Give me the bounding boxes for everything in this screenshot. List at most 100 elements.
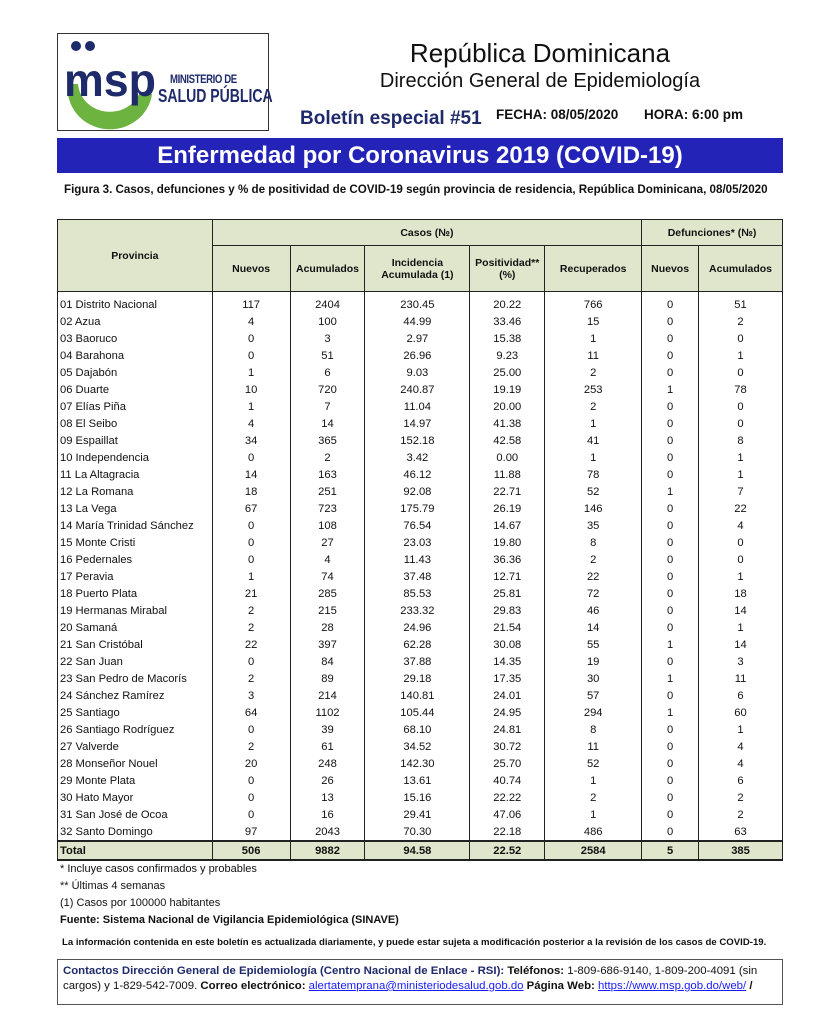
value-cell: 85.53	[364, 585, 471, 602]
value-cell: 0	[641, 415, 700, 432]
province-cell: 22 San Juan	[57, 653, 213, 670]
value-cell: 1	[641, 636, 700, 653]
value-cell: 67	[211, 500, 291, 517]
table-row: 30 Hato Mayor 0 13 15.16 22.22 2 0 2	[57, 789, 783, 806]
table-row: 31 San José de Ocoa 0 16 29.41 47.06 1 0 2	[57, 806, 783, 823]
column-header: Incidencia Acumulada (1)	[364, 245, 471, 292]
province-cell: 13 La Vega	[57, 500, 213, 517]
value-cell: 20	[211, 755, 291, 772]
value-cell: 240.87	[364, 381, 471, 398]
value-cell: 1	[698, 619, 783, 636]
value-cell: 0	[698, 330, 783, 347]
value-cell: 24.01	[469, 687, 546, 704]
cases-table: Provincia Casos (№) Defunciones* (№) Nue…	[57, 219, 783, 861]
value-cell: 766	[544, 291, 643, 313]
province-cell: 20 Samaná	[57, 619, 213, 636]
value-cell: 14.67	[469, 517, 546, 534]
value-cell: 15.16	[364, 789, 471, 806]
value-cell: 2	[698, 806, 783, 823]
value-cell: 1	[641, 381, 700, 398]
value-cell: 0	[698, 551, 783, 568]
value-cell: 4	[698, 738, 783, 755]
table-row: 20 Samaná 2 28 24.96 21.54 14 0 1	[57, 619, 783, 636]
value-cell: 30.08	[469, 636, 546, 653]
value-cell: 25.70	[469, 755, 546, 772]
value-cell: 47.06	[469, 806, 546, 823]
table-row: 04 Barahona 0 51 26.96 9.23 11 0 1	[57, 347, 783, 364]
value-cell: 8	[544, 534, 643, 551]
value-cell: 0	[211, 653, 291, 670]
logo-line2: SALUD PÚBLICA	[158, 86, 273, 106]
column-header: Acumulados	[289, 245, 366, 292]
value-cell: 34.52	[364, 738, 471, 755]
value-cell: 52	[544, 755, 643, 772]
value-cell: 2	[544, 551, 643, 568]
province-cell: 02 Azua	[57, 313, 213, 330]
table-row: 18 Puerto Plata 21 285 85.53 25.81 72 0 18	[57, 585, 783, 602]
value-cell: 1	[698, 721, 783, 738]
province-cell: 25 Santiago	[57, 704, 213, 721]
value-cell: 163	[289, 466, 366, 483]
province-cell: 29 Monte Plata	[57, 772, 213, 789]
email-link[interactable]: alertatemprana@ministeriodesalud.gob.do	[308, 980, 524, 992]
web-link[interactable]: https://www.msp.gob.do/web/	[598, 980, 747, 992]
web-label: Página Web:	[526, 980, 595, 992]
bulletin-time: HORA: 6:00 pm	[644, 107, 744, 122]
value-cell: 0	[641, 466, 700, 483]
disclaimer: La información contenida en este boletín…	[62, 937, 767, 948]
value-cell: 152.18	[364, 432, 471, 449]
value-cell: 2	[698, 313, 783, 330]
value-cell: 486	[544, 823, 643, 841]
value-cell: 1	[544, 772, 643, 789]
value-cell: 2	[211, 738, 291, 755]
table-row: 12 La Romana 18 251 92.08 22.71 52 1 7	[57, 483, 783, 500]
table-row: 16 Pedernales 0 4 11.43 36.36 2 0 0	[57, 551, 783, 568]
province-cell: 14 María Trinidad Sánchez	[57, 517, 213, 534]
column-header: Nuevos	[641, 245, 700, 292]
value-cell: 29.83	[469, 602, 546, 619]
value-cell: 55	[544, 636, 643, 653]
value-cell: 15	[544, 313, 643, 330]
table-row: 23 San Pedro de Macorís 2 89 29.18 17.35 30 1 1…	[57, 670, 783, 687]
value-cell: 46	[544, 602, 643, 619]
value-cell: 0	[698, 534, 783, 551]
value-cell: 4	[698, 755, 783, 772]
value-cell: 0	[211, 806, 291, 823]
value-cell: 230.45	[364, 291, 471, 313]
table-row: 25 Santiago 64 1102 105.44 24.95 294 1 60	[57, 704, 783, 721]
value-cell: 140.81	[364, 687, 471, 704]
msp-logo: msp MINISTERIO DE SALUD PÚBLICA	[57, 33, 273, 131]
province-cell: 17 Peravia	[57, 568, 213, 585]
value-cell: 723	[289, 500, 366, 517]
value-cell: 0	[641, 534, 700, 551]
note-weeks: ** Últimas 4 semanas	[60, 880, 166, 892]
value-cell: 29.41	[364, 806, 471, 823]
value-cell: 22.18	[469, 823, 546, 841]
value-cell: 1	[544, 449, 643, 466]
table-row: 21 San Cristóbal 22 397 62.28 30.08 55 1 14	[57, 636, 783, 653]
province-cell: 32 Santo Domingo	[57, 823, 213, 841]
value-cell: 5	[641, 840, 700, 861]
value-cell: 4	[289, 551, 366, 568]
value-cell: 0	[641, 330, 700, 347]
value-cell: 29.18	[364, 670, 471, 687]
value-cell: 0	[641, 755, 700, 772]
value-cell: 1	[544, 415, 643, 432]
value-cell: 11.43	[364, 551, 471, 568]
contact-title: Contactos Dirección General de Epidemiol…	[63, 965, 505, 977]
table-row: 05 Dajabón 1 6 9.03 25.00 2 0 0	[57, 364, 783, 381]
value-cell: 14	[211, 466, 291, 483]
value-cell: 0	[641, 364, 700, 381]
value-cell: 7	[698, 483, 783, 500]
directorate-title: Dirección General de Epidemiología	[379, 70, 701, 92]
email-label: Correo electrónico:	[200, 980, 306, 992]
value-cell: 2404	[289, 291, 366, 313]
title-banner: Enfermedad por Coronavirus 2019 (COVID-1…	[57, 138, 783, 173]
table-row: 17 Peravia 1 74 37.48 12.71 22 0 1	[57, 568, 783, 585]
value-cell: 19	[544, 653, 643, 670]
value-cell: 14	[698, 636, 783, 653]
table-row: 27 Valverde 2 61 34.52 30.72 11 0 4	[57, 738, 783, 755]
value-cell: 0	[641, 517, 700, 534]
value-cell: 214	[289, 687, 366, 704]
value-cell: 4	[698, 517, 783, 534]
